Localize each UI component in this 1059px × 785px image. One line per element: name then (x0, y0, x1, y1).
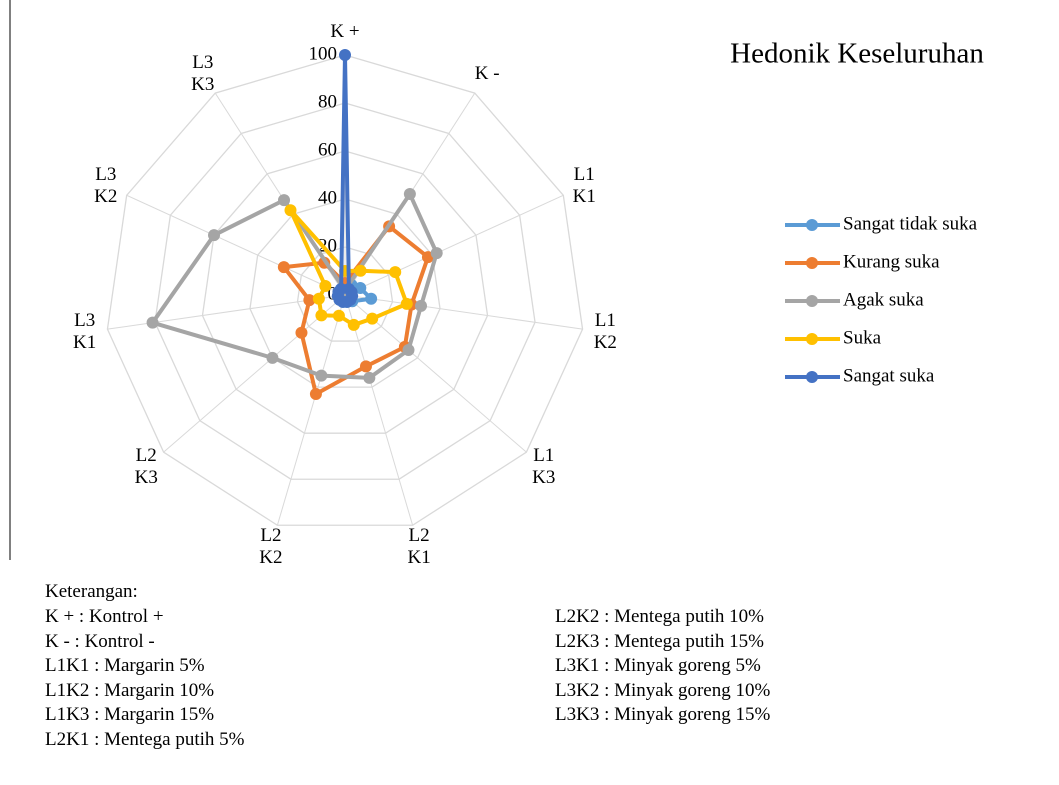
series-point (284, 204, 297, 217)
series-point (315, 369, 328, 382)
grid-ring (154, 102, 536, 480)
notes-heading: Keterangan: (45, 581, 138, 602)
spoke (276, 294, 346, 526)
category-label: L3 K1 (73, 310, 97, 354)
legend-label: Kurang suka (843, 251, 940, 272)
category-label: L2 K2 (259, 525, 283, 569)
series-point (363, 371, 376, 384)
series-point (332, 309, 345, 322)
series-point (295, 326, 308, 339)
series-point (335, 282, 348, 295)
category-label: L1 K3 (532, 445, 556, 489)
legend-label: Suka (843, 327, 882, 348)
series-point (319, 280, 332, 293)
series-point (277, 261, 290, 274)
note-item: L1K1 : Margarin 5% (45, 655, 205, 676)
series-point (309, 388, 322, 401)
series-point (339, 49, 351, 61)
tick-label: 100 (309, 43, 338, 64)
chart-title: Hedonik Keseluruhan (730, 38, 984, 70)
series-point (365, 292, 378, 305)
series-line (281, 224, 430, 397)
legend-marker (806, 295, 818, 307)
series-point (366, 312, 379, 325)
category-label: L1 K2 (593, 310, 617, 354)
series-point (315, 309, 328, 322)
category-label: L2 K3 (134, 445, 158, 489)
legend-marker (806, 219, 818, 231)
series-point (354, 264, 367, 277)
series-line (150, 192, 439, 380)
series-point (266, 351, 279, 364)
series-point (312, 292, 325, 305)
note-item: L1K3 : Margarin 15% (45, 704, 215, 725)
series-point (278, 194, 291, 207)
category-label: L2 K1 (407, 525, 431, 569)
spoke (344, 194, 564, 296)
grid-ring (249, 198, 441, 388)
spoke (126, 194, 346, 296)
note-item: L1K2 : Margarin 10% (45, 679, 215, 701)
series-point (359, 360, 372, 373)
legend-label: Agak suka (843, 289, 924, 310)
series-point (347, 318, 360, 331)
note-item: L2K3 : Mentega putih 15% (555, 630, 764, 652)
series-point (208, 229, 221, 242)
grid-ring (201, 150, 489, 434)
note-item: K - : Kontrol - (45, 630, 155, 652)
series-point (303, 294, 316, 307)
spoke (163, 294, 346, 453)
series-point (403, 188, 416, 201)
spoke (344, 294, 583, 330)
tick-label: 20 (318, 235, 337, 256)
note-item: L2K2 : Mentega putih 10% (555, 606, 764, 627)
series-point (402, 344, 415, 357)
series-point (146, 316, 159, 329)
spoke (344, 294, 414, 526)
category-label: K - (474, 62, 500, 84)
tick-label: 80 (318, 91, 337, 112)
series-point (415, 299, 428, 312)
category-label: L1 K1 (572, 163, 596, 207)
tick-label: 40 (318, 187, 337, 208)
legend-label: Sangat tidak suka (843, 213, 978, 234)
series-point (400, 297, 413, 310)
note-item: L3K1 : Minyak goreng 5% (555, 655, 761, 676)
tick-label: 0 (328, 283, 338, 304)
note-item: L3K3 : Minyak goreng 15% (555, 704, 771, 725)
series-point (430, 247, 443, 260)
grid-ring (106, 54, 584, 526)
note-item: L3K2 : Minyak goreng 10% (555, 679, 771, 701)
legend-marker (806, 371, 818, 383)
legend-label: Sangat suka (843, 365, 935, 386)
note-item: K + : Kontrol + (45, 606, 164, 627)
category-label: L3 K3 (191, 51, 215, 95)
legend-marker (806, 257, 818, 269)
category-label: L3 K2 (94, 163, 118, 207)
category-label: K + (330, 21, 360, 42)
legend-marker (806, 333, 818, 345)
tick-label: 60 (318, 139, 337, 160)
series-point (389, 266, 402, 279)
note-item: L2K1 : Mentega putih 5% (45, 728, 245, 750)
